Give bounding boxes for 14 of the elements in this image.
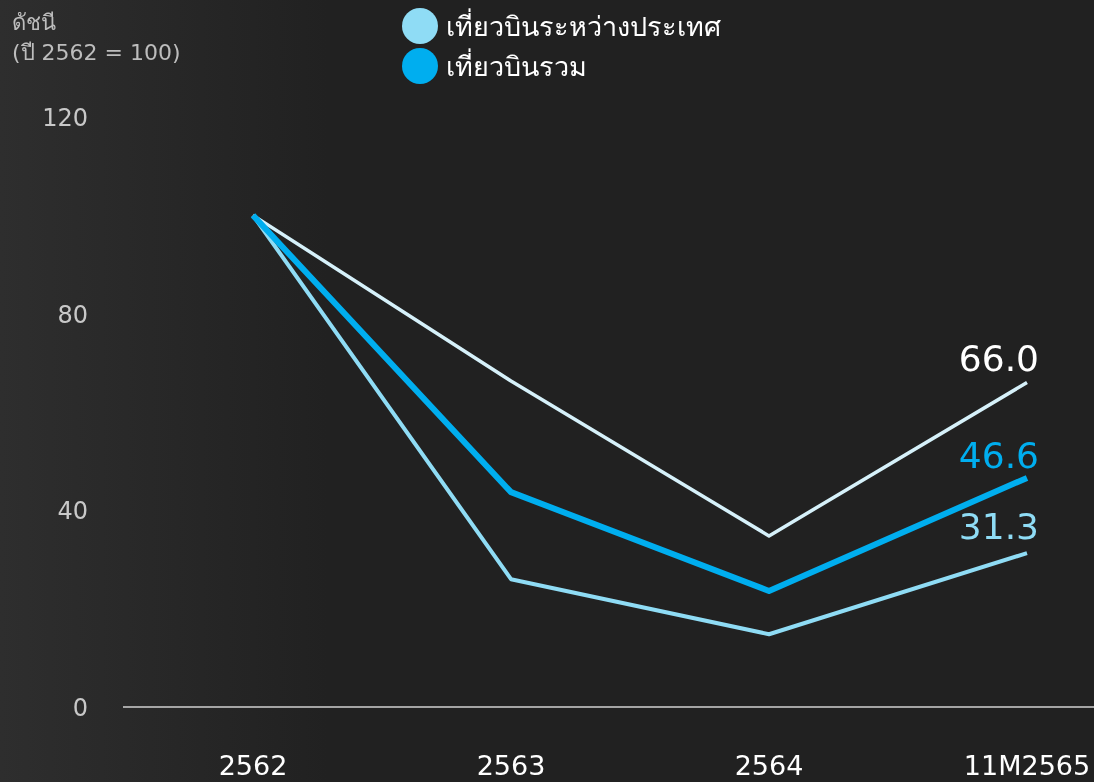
data-label: 46.6 [958, 434, 1039, 476]
y-tick-label: 0 [72, 694, 88, 722]
y-axis-title: ดัชนี (ปี 2562 = 100) [12, 10, 181, 65]
y-tick-label: 80 [57, 300, 88, 329]
x-tick-label: 2562 [218, 750, 288, 781]
y-tick-label: 120 [42, 104, 88, 132]
x-tick-label: 2563 [476, 750, 546, 781]
y-tick-label: 40 [57, 497, 88, 526]
x-tick-label: 2564 [734, 750, 804, 781]
data-label: 66.0 [958, 337, 1039, 379]
legend-label: เที่ยวบินระหว่างประเทศ [446, 8, 721, 42]
x-tick-label: 11M2565 [963, 750, 1091, 781]
data-label: 31.3 [958, 506, 1039, 548]
legend-label: เที่ยวบินรวม [446, 48, 587, 82]
